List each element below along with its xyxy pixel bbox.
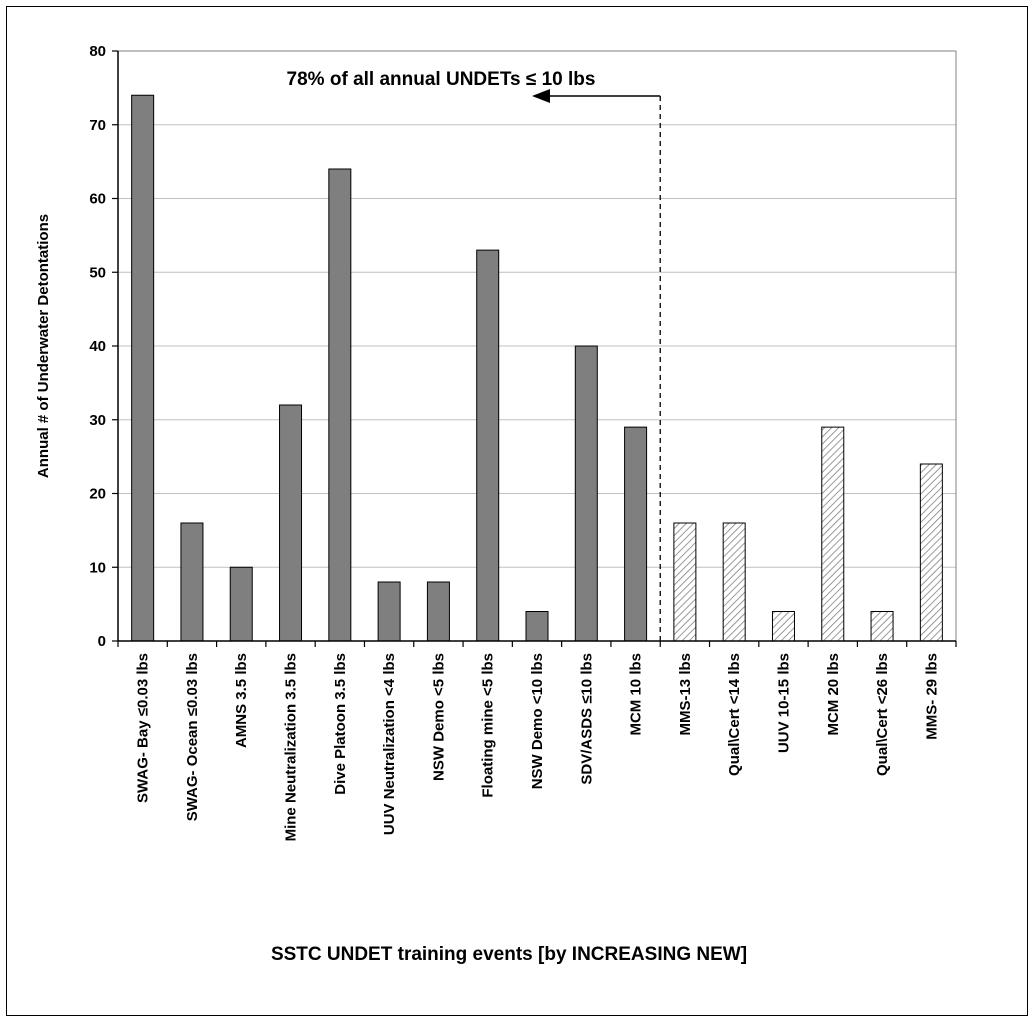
category-label: UUV Neutralization <4 lbs	[381, 653, 398, 835]
y-tick-label: 70	[89, 117, 106, 134]
bar	[574, 345, 598, 642]
bar	[229, 566, 253, 642]
y-tick-label: 50	[89, 264, 106, 281]
bar	[722, 522, 746, 642]
x-axis-title: SSTC UNDET training events [by INCREASIN…	[271, 944, 747, 965]
bar	[821, 426, 845, 642]
category-label: NSW Demo <10 lbs	[529, 653, 546, 789]
y-tick-label: 0	[98, 633, 106, 650]
category-label: Qual\Cert <26 lbs	[874, 653, 891, 776]
bar	[131, 94, 155, 642]
bar	[870, 611, 894, 642]
category-label: MCM 20 lbs	[825, 653, 842, 736]
bar	[673, 522, 697, 642]
axes	[112, 50, 957, 647]
bar	[377, 581, 401, 642]
bar	[624, 426, 648, 642]
bar	[919, 463, 943, 642]
bar	[771, 611, 795, 642]
category-label: Floating mine <5 lbs	[480, 653, 497, 798]
y-axis-title: Annual # of Underwater Detontations	[35, 214, 52, 478]
gridlines	[118, 50, 957, 641]
category-labels: SWAG- Bay ≤0.03 lbs SWAG- Ocean ≤0.03 lbs…	[135, 653, 941, 841]
annotation-text: 78% of all annual UNDETs ≤ 10 lbs	[287, 69, 596, 90]
category-label: SDV/ASDS ≤10 lbs	[578, 653, 595, 785]
category-label: MMS-13 lbs	[677, 653, 694, 736]
y-tick-label: 40	[89, 338, 106, 355]
bar	[525, 611, 549, 642]
bar	[426, 581, 450, 642]
category-label: UUV 10-15 lbs	[775, 653, 792, 753]
category-label: SWAG- Bay ≤0.03 lbs	[135, 653, 152, 803]
y-tick-label: 10	[89, 559, 106, 576]
category-label: Mine Neutralization 3.5 lbs	[283, 653, 300, 841]
bars	[131, 94, 943, 642]
y-tick-label: 60	[89, 191, 106, 208]
y-tick-label: 20	[89, 486, 106, 503]
category-label: MCM 10 lbs	[628, 653, 645, 736]
category-label: Qual\Cert <14 lbs	[726, 653, 743, 776]
y-tick-label: 80	[89, 43, 106, 60]
chart-frame	[6, 6, 1028, 1016]
annotation: 78% of all annual UNDETs ≤ 10 lbs	[287, 69, 661, 641]
bar	[279, 404, 303, 642]
category-label: AMNS 3.5 lbs	[233, 653, 250, 748]
category-label: Dive Platoon 3.5 lbs	[332, 653, 349, 795]
bar	[328, 168, 352, 642]
y-tick-labels: 0 10 20 30 40 50 60 70 80	[89, 43, 106, 650]
y-tick-label: 30	[89, 412, 106, 429]
category-label: NSW Demo <5 lbs	[430, 653, 447, 781]
category-label: SWAG- Ocean ≤0.03 lbs	[184, 653, 201, 821]
bar	[476, 249, 500, 642]
category-label: MMS- 29 lbs	[923, 653, 940, 740]
arrow-head-icon	[532, 89, 550, 103]
bar	[180, 522, 204, 642]
